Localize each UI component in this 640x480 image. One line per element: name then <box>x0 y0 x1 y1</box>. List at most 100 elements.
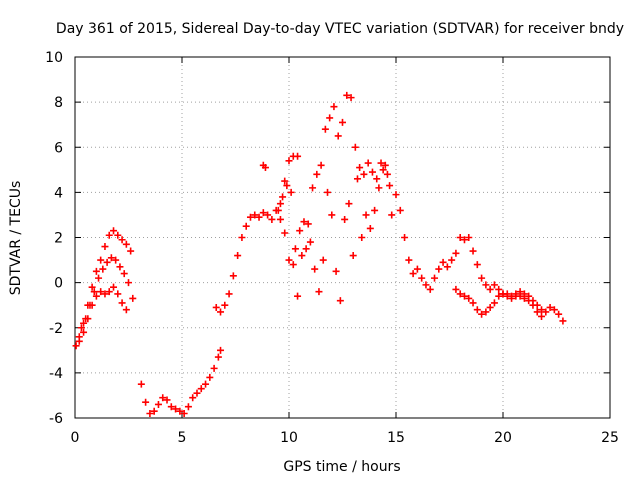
series-seg-c <box>212 152 302 316</box>
grid <box>75 57 610 418</box>
data-point <box>217 346 225 354</box>
data-point <box>435 265 443 273</box>
y-tick-label: 8 <box>54 95 63 111</box>
data-point <box>146 409 154 417</box>
data-point <box>210 364 218 372</box>
series-seg-d-upper <box>274 91 394 253</box>
data-point <box>259 209 267 217</box>
data-point <box>469 247 477 255</box>
data-point <box>341 215 349 223</box>
data-point <box>353 175 361 183</box>
data-point <box>401 234 409 241</box>
x-tick-label: 0 <box>71 430 80 446</box>
data-point <box>473 306 481 314</box>
data-point <box>107 254 115 262</box>
data-point <box>319 256 327 264</box>
data-point <box>495 285 503 293</box>
data-point <box>75 337 83 345</box>
data-point <box>125 279 132 287</box>
data-point <box>105 231 113 239</box>
series-seg-c-dot <box>259 161 269 172</box>
x-tick-label: 15 <box>387 430 405 446</box>
series-seg-e-lower <box>452 285 546 320</box>
series-seg-a-lower <box>75 283 130 345</box>
data-point <box>285 157 293 165</box>
data-point <box>345 200 353 208</box>
data-point <box>229 272 237 280</box>
data-point <box>516 292 524 300</box>
data-point <box>118 236 126 244</box>
data-point <box>197 385 205 393</box>
data-point <box>92 267 100 275</box>
x-tick-label: 25 <box>601 430 619 446</box>
series-seg-d-lower <box>276 166 396 305</box>
data-point <box>214 353 222 361</box>
data-point <box>304 220 312 228</box>
data-point <box>294 152 302 160</box>
data-point <box>375 184 383 192</box>
data-point <box>298 252 306 260</box>
data-point <box>184 403 192 411</box>
data-point <box>482 308 490 316</box>
data-point <box>142 398 150 406</box>
data-point <box>281 177 289 185</box>
data-point <box>332 267 340 275</box>
data-point <box>366 224 374 232</box>
data-point <box>154 400 162 408</box>
data-point <box>300 218 308 226</box>
data-point <box>358 234 366 241</box>
data-point <box>279 193 287 201</box>
data-point <box>72 342 80 350</box>
data-point <box>405 256 413 264</box>
series-seg-a-middle <box>77 254 137 332</box>
y-tick-label: -2 <box>49 321 63 337</box>
data-point <box>92 292 100 300</box>
data-point <box>422 281 430 289</box>
data-point <box>176 407 184 415</box>
data-point <box>80 328 88 336</box>
data-point <box>371 206 379 214</box>
data-point <box>287 188 295 196</box>
series-seg-e <box>392 191 567 325</box>
data-point <box>122 306 130 314</box>
data-point <box>150 407 158 415</box>
data-point <box>101 290 109 298</box>
data-point <box>503 290 511 298</box>
data-point <box>172 405 180 413</box>
data-point <box>368 168 376 176</box>
data-point <box>443 263 451 271</box>
data-point <box>238 234 246 241</box>
data-point <box>90 288 98 296</box>
y-tick-label: -6 <box>49 411 63 427</box>
data-point <box>465 234 473 241</box>
data-point <box>97 256 105 264</box>
data-point <box>392 191 400 199</box>
data-point <box>324 188 332 196</box>
data-point <box>388 211 396 219</box>
data-point <box>112 256 120 264</box>
data-point <box>538 312 546 320</box>
data-point <box>533 308 541 316</box>
data-point <box>137 380 145 388</box>
data-point <box>294 292 302 300</box>
data-point <box>225 290 233 298</box>
data-point <box>77 324 85 332</box>
data-point <box>129 294 137 302</box>
x-tick-label: 5 <box>178 430 187 446</box>
data-point <box>264 211 272 219</box>
data-point <box>84 315 92 323</box>
data-point <box>127 247 135 255</box>
data-point <box>542 308 550 316</box>
data-point <box>478 274 486 282</box>
data-point <box>373 175 381 183</box>
data-point <box>212 303 220 311</box>
data-point <box>116 263 124 271</box>
data-point <box>317 161 325 169</box>
data-point <box>302 245 310 253</box>
data-point <box>315 288 323 296</box>
data-point <box>114 290 122 298</box>
data-point <box>311 265 319 273</box>
data-point <box>362 211 370 219</box>
data-point <box>486 285 494 293</box>
